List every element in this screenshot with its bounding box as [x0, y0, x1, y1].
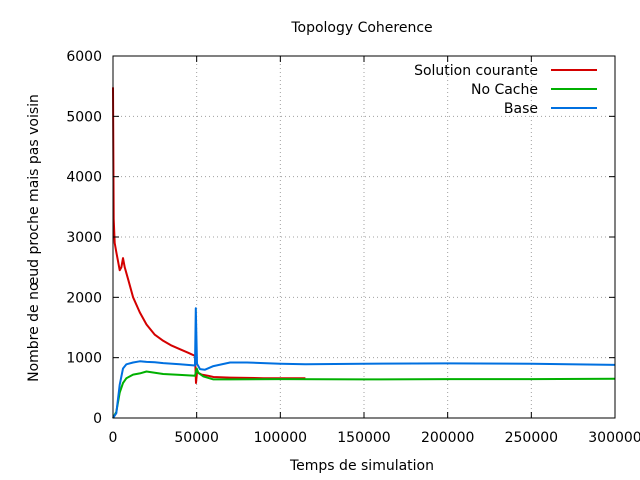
grid-lines	[113, 56, 615, 418]
y-axis-label: Nombre de nœud proche mais pas voisin	[26, 94, 42, 382]
x-axis-label: Temps de simulation	[289, 458, 434, 474]
x-tick-label: 150000	[337, 430, 390, 446]
x-tick-label: 50000	[174, 430, 219, 446]
series-line-0	[112, 87, 306, 384]
y-tick-label: 2000	[66, 290, 102, 306]
legend: Solution courante No Cache Base	[414, 63, 597, 117]
x-tick-label: 300000	[588, 430, 640, 446]
y-tick-label: 5000	[66, 109, 102, 125]
legend-label: No Cache	[471, 82, 538, 98]
legend-label: Solution courante	[414, 63, 538, 79]
y-tick-label: 3000	[66, 230, 102, 246]
y-tick-label: 1000	[66, 351, 102, 367]
series-line-1	[112, 367, 616, 419]
chart-title: Topology Coherence	[290, 20, 432, 36]
series-line-2	[112, 307, 616, 419]
x-tick-label: 250000	[505, 430, 558, 446]
series-lines	[112, 87, 616, 419]
x-tick-label: 0	[109, 430, 118, 446]
axis-ticks: 0 50000 100000 150000 200000 250000 300000 0 100…	[66, 49, 640, 446]
y-tick-label: 6000	[66, 49, 102, 65]
y-tick-label: 4000	[66, 170, 102, 186]
x-tick-label: 200000	[421, 430, 474, 446]
x-tick-label: 100000	[254, 430, 307, 446]
legend-label: Base	[504, 101, 538, 117]
y-tick-label: 0	[93, 411, 102, 427]
